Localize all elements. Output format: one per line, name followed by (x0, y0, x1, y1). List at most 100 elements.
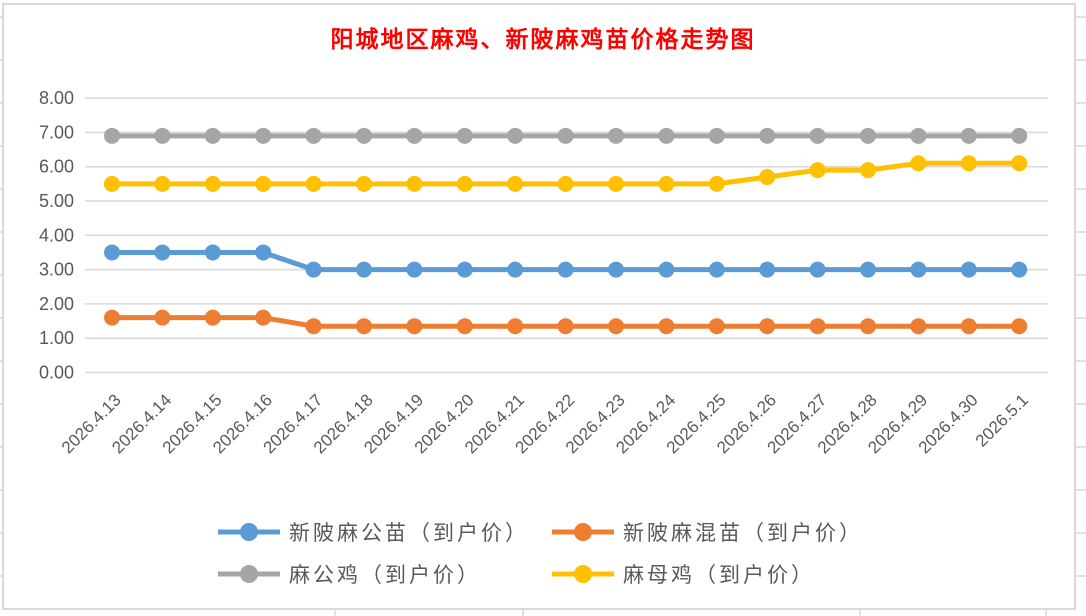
data-point[interactable] (860, 162, 876, 179)
legend-item-series-3[interactable]: 麻母鸡（到户价） (550, 559, 884, 589)
chart-frame[interactable] (2, 3, 1076, 610)
legend-item-series-2[interactable]: 麻公鸡（到户价） (216, 559, 550, 589)
data-point[interactable] (809, 318, 826, 335)
chart-legend[interactable]: 新陂麻公苗（到户价） 新陂麻混苗（到户价） 麻公鸡（到户价） 麻母鸡（到户价） (216, 511, 916, 595)
data-point[interactable] (557, 175, 574, 192)
data-point[interactable] (860, 261, 876, 278)
legend-item-series-0[interactable]: 新陂麻公苗（到户价） (216, 517, 550, 547)
data-point[interactable] (960, 155, 977, 172)
legend-marker-icon (552, 565, 614, 583)
data-point[interactable] (154, 309, 171, 326)
data-point[interactable] (356, 318, 372, 335)
data-point[interactable] (557, 127, 574, 144)
data-point[interactable] (658, 261, 675, 278)
data-point[interactable] (960, 261, 977, 278)
data-point[interactable] (708, 261, 725, 278)
data-point[interactable] (708, 175, 725, 192)
legend-item-series-1[interactable]: 新陂麻混苗（到户价） (550, 517, 884, 547)
data-point[interactable] (1011, 261, 1028, 278)
legend-row: 新陂麻公苗（到户价） 新陂麻混苗（到户价） (216, 511, 916, 553)
y-axis-tick-label: 8.00 (39, 88, 74, 108)
data-point[interactable] (104, 244, 120, 261)
data-point[interactable] (356, 261, 372, 278)
data-point[interactable] (759, 261, 776, 278)
legend-marker-icon (218, 523, 280, 541)
legend-label: 新陂麻混苗（到户价） (623, 522, 863, 545)
data-point[interactable] (255, 127, 272, 144)
data-point[interactable] (910, 127, 927, 144)
legend-label: 麻公鸡（到户价） (289, 564, 481, 587)
data-point[interactable] (204, 175, 221, 192)
chart-title[interactable]: 阳城地区麻鸡、新陂麻鸡苗价格走势图 (330, 26, 756, 52)
data-point[interactable] (305, 175, 322, 192)
y-axis-tick-label: 3.00 (39, 260, 74, 280)
data-point[interactable] (809, 162, 826, 179)
data-point[interactable] (305, 261, 322, 278)
data-point[interactable] (204, 244, 221, 261)
data-point[interactable] (406, 261, 423, 278)
data-point[interactable] (104, 309, 120, 326)
data-point[interactable] (557, 318, 574, 335)
data-point[interactable] (204, 309, 221, 326)
data-point[interactable] (456, 261, 473, 278)
legend-row: 麻公鸡（到户价） 麻母鸡（到户价） (216, 553, 916, 595)
data-point[interactable] (154, 244, 171, 261)
data-point[interactable] (507, 261, 524, 278)
y-axis-tick-label: 0.00 (39, 363, 74, 383)
data-point[interactable] (406, 175, 423, 192)
data-point[interactable] (204, 127, 221, 144)
data-point[interactable] (759, 318, 776, 335)
y-axis-tick-label: 1.00 (39, 328, 74, 348)
data-point[interactable] (1011, 155, 1028, 172)
data-point[interactable] (406, 127, 423, 144)
data-point[interactable] (507, 318, 524, 335)
data-point[interactable] (255, 309, 272, 326)
data-point[interactable] (860, 127, 876, 144)
data-point[interactable] (960, 127, 977, 144)
legend-label: 麻母鸡（到户价） (623, 564, 815, 587)
data-point[interactable] (356, 175, 372, 192)
data-point[interactable] (154, 127, 171, 144)
data-point[interactable] (305, 318, 322, 335)
y-axis-tick-label: 4.00 (39, 225, 74, 245)
legend-marker-icon (552, 523, 614, 541)
legend-label: 新陂麻公苗（到户价） (289, 522, 529, 545)
data-point[interactable] (608, 127, 624, 144)
data-point[interactable] (456, 318, 473, 335)
data-point[interactable] (406, 318, 423, 335)
data-point[interactable] (356, 127, 372, 144)
data-point[interactable] (104, 127, 120, 144)
data-point[interactable] (456, 175, 473, 192)
data-point[interactable] (557, 261, 574, 278)
data-point[interactable] (305, 127, 322, 144)
data-point[interactable] (507, 175, 524, 192)
data-point[interactable] (809, 261, 826, 278)
data-point[interactable] (456, 127, 473, 144)
data-point[interactable] (608, 261, 624, 278)
data-point[interactable] (1011, 318, 1028, 335)
data-point[interactable] (708, 127, 725, 144)
data-point[interactable] (608, 175, 624, 192)
data-point[interactable] (1011, 127, 1028, 144)
data-point[interactable] (960, 318, 977, 335)
data-point[interactable] (910, 318, 927, 335)
data-point[interactable] (255, 175, 272, 192)
data-point[interactable] (759, 127, 776, 144)
data-point[interactable] (154, 175, 171, 192)
data-point[interactable] (708, 318, 725, 335)
data-point[interactable] (608, 318, 624, 335)
data-point[interactable] (658, 175, 675, 192)
data-point[interactable] (104, 175, 120, 192)
x-axis-tick-label: 2026.5.1 (972, 390, 1032, 450)
data-point[interactable] (809, 127, 826, 144)
data-point[interactable] (255, 244, 272, 261)
data-point[interactable] (759, 168, 776, 185)
data-point[interactable] (910, 261, 927, 278)
data-point[interactable] (658, 318, 675, 335)
data-point[interactable] (910, 155, 927, 172)
data-point[interactable] (507, 127, 524, 144)
data-point[interactable] (860, 318, 876, 335)
data-point[interactable] (658, 127, 675, 144)
y-axis-tick-label: 7.00 (39, 122, 74, 142)
